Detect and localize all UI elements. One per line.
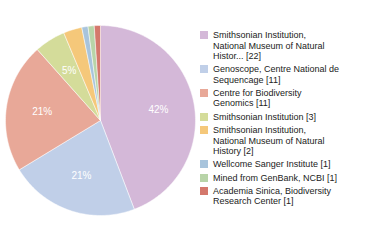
html-text:Academia Sinica, Biodiversity: Academia Sinica, Biodiversity Research C… bbox=[213, 185, 332, 207]
html-text:Genoscope, Centre National de: Genoscope, Centre National de Sequencage… bbox=[213, 64, 340, 85]
html-text:Centre for Biodiversity Genomi: Centre for Biodiversity Genomics [11] bbox=[213, 88, 302, 109]
svg-text:5%: 5% bbox=[62, 65, 77, 76]
svg-text:21%: 21% bbox=[71, 170, 91, 181]
html-text:Mined from GenBank, NCBI [1]: Mined from GenBank, NCBI [1] bbox=[213, 172, 338, 183]
html-text:Smithsonian Institution [3]: Smithsonian Institution [3] bbox=[213, 111, 317, 122]
svg-text:21%: 21% bbox=[32, 106, 52, 117]
html-text:Wellcome Sanger Institute [1]: Wellcome Sanger Institute [1] bbox=[213, 159, 331, 170]
html-text:Smithsonian Institution, Natio: Smithsonian Institution, National Museum… bbox=[213, 30, 325, 62]
svg-text:42%: 42% bbox=[148, 104, 168, 115]
html-text:Smithsonian Institution, Natio: Smithsonian Institution, National Museum… bbox=[213, 125, 325, 156]
